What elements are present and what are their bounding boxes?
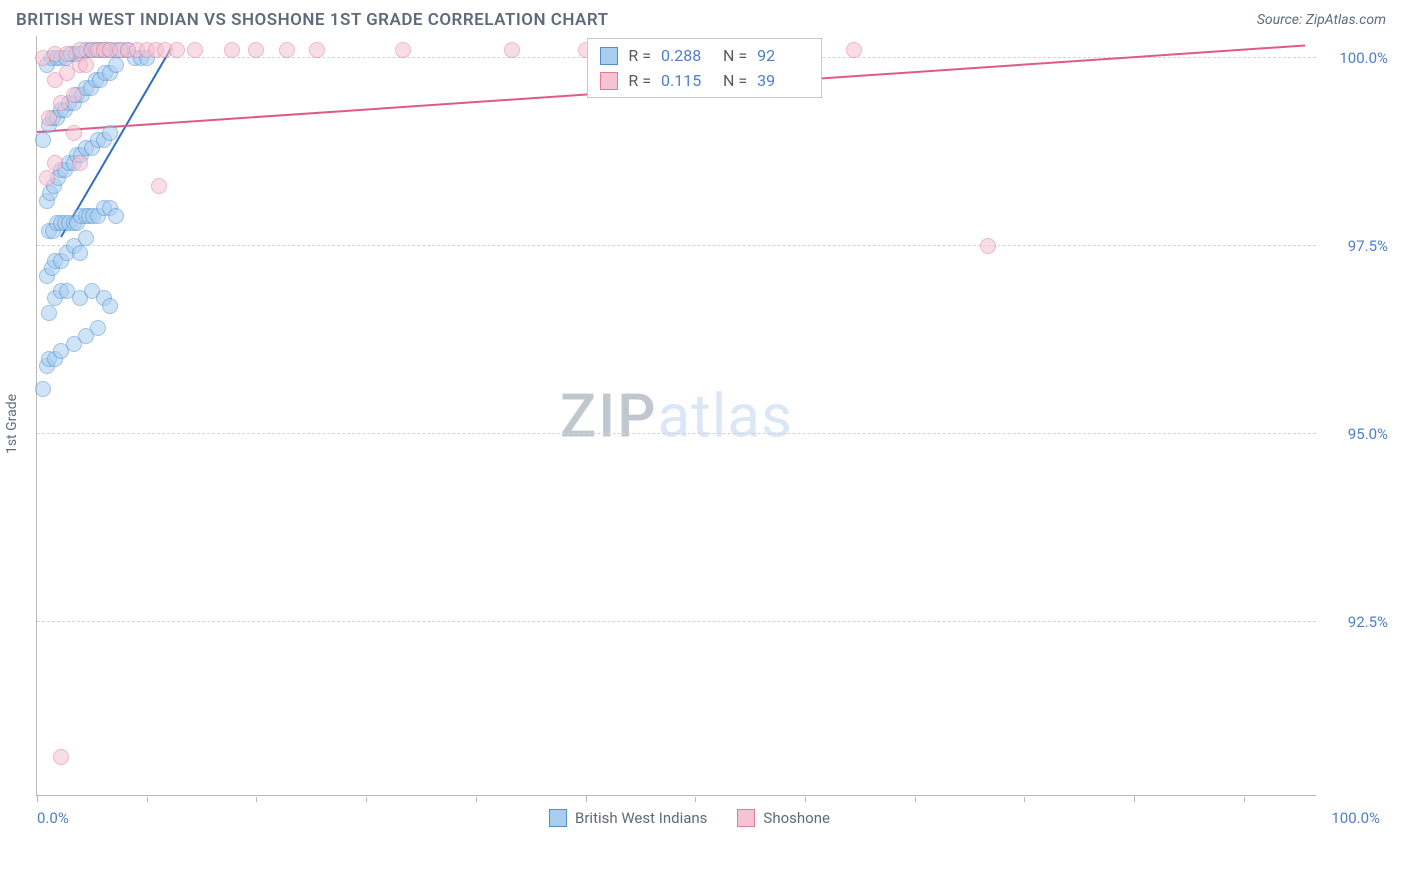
data-point <box>102 298 118 314</box>
data-point <box>41 305 57 321</box>
data-point <box>72 245 88 261</box>
data-point <box>224 42 240 58</box>
data-point <box>47 155 63 171</box>
y-tick-label: 100.0% <box>1324 49 1388 67</box>
legend-item: British West Indians <box>549 809 707 827</box>
x-axis-max-label: 100.0% <box>1331 809 1380 827</box>
x-tick <box>37 795 38 802</box>
x-tick-minor <box>915 797 916 802</box>
legend-item: Shoshone <box>737 809 830 827</box>
data-point <box>90 320 106 336</box>
data-point <box>248 42 264 58</box>
data-point <box>35 381 51 397</box>
data-point <box>187 42 203 58</box>
gridline <box>37 245 1316 246</box>
data-point <box>980 238 996 254</box>
data-point <box>395 42 411 58</box>
legend-label: British West Indians <box>575 809 707 827</box>
data-point <box>108 208 124 224</box>
y-tick-label: 97.5% <box>1324 237 1388 255</box>
data-point <box>151 178 167 194</box>
x-tick-minor <box>366 797 367 802</box>
n-label: N = <box>723 46 747 65</box>
data-point <box>78 57 94 73</box>
data-point <box>846 42 862 58</box>
x-tick-minor <box>147 797 148 802</box>
watermark-light: atlas <box>658 380 793 451</box>
gridline <box>37 621 1316 622</box>
data-point <box>504 42 520 58</box>
correlation-stats-box: R = 0.288 N = 92 R = 0.115 N = 39 <box>587 38 822 98</box>
r-value: 0.115 <box>661 71 713 90</box>
x-tick-minor <box>1024 797 1025 802</box>
data-point <box>169 42 185 58</box>
x-tick <box>586 795 587 802</box>
gridline <box>37 433 1316 434</box>
chart-header: BRITISH WEST INDIAN VS SHOSHONE 1ST GRAD… <box>0 0 1406 36</box>
r-value: 0.288 <box>661 46 713 65</box>
x-tick-minor <box>476 797 477 802</box>
data-point <box>108 57 124 73</box>
x-tick-minor <box>256 797 257 802</box>
data-point <box>279 42 295 58</box>
watermark-bold: ZIP <box>560 380 657 451</box>
n-label: N = <box>723 71 747 90</box>
legend: British West Indians Shoshone <box>549 809 830 827</box>
x-axis-min-label: 0.0% <box>37 809 69 827</box>
chart-area: 1st Grade ZIPatlas 100.0%97.5%95.0%92.5%… <box>36 36 1390 796</box>
data-point <box>72 155 88 171</box>
chart-source: Source: ZipAtlas.com <box>1257 12 1386 28</box>
data-point <box>41 110 57 126</box>
x-tick <box>1134 795 1135 802</box>
scatter-plot: ZIPatlas 100.0%97.5%95.0%92.5%0.0%100.0%… <box>36 36 1316 796</box>
y-tick-label: 95.0% <box>1324 425 1388 443</box>
r-label: R = <box>628 71 651 90</box>
y-axis-label: 1st Grade <box>4 394 20 454</box>
data-point <box>66 125 82 141</box>
data-point <box>66 87 82 103</box>
series-swatch <box>600 47 618 65</box>
data-point <box>53 749 69 765</box>
series-swatch <box>600 72 618 90</box>
data-point <box>78 230 94 246</box>
chart-title: BRITISH WEST INDIAN VS SHOSHONE 1ST GRAD… <box>16 10 609 30</box>
data-point <box>309 42 325 58</box>
legend-label: Shoshone <box>763 809 830 827</box>
data-point <box>102 125 118 141</box>
stats-row: R = 0.288 N = 92 <box>588 43 821 68</box>
x-tick-minor <box>1244 797 1245 802</box>
n-value: 39 <box>757 71 809 90</box>
legend-swatch <box>549 809 567 827</box>
x-tick-minor <box>695 797 696 802</box>
data-point <box>39 170 55 186</box>
stats-row: R = 0.115 N = 39 <box>588 68 821 93</box>
n-value: 92 <box>757 46 809 65</box>
data-point <box>35 132 51 148</box>
x-tick-minor <box>805 797 806 802</box>
r-label: R = <box>628 46 651 65</box>
legend-swatch <box>737 809 755 827</box>
y-tick-label: 92.5% <box>1324 613 1388 631</box>
watermark: ZIPatlas <box>560 380 793 451</box>
